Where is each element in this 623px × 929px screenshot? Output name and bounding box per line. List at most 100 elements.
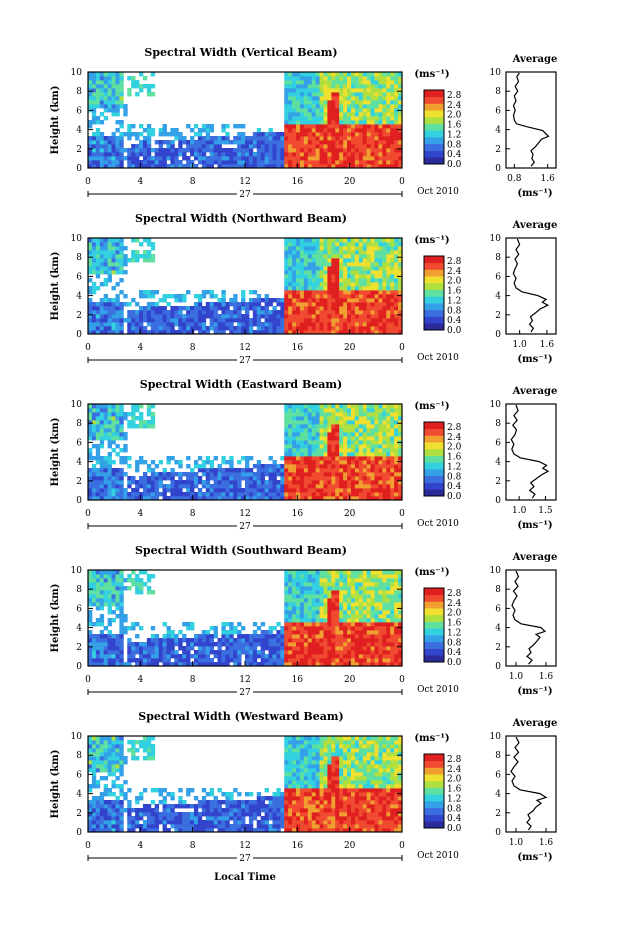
heatmap-cell (370, 100, 375, 105)
heatmap-cell (390, 152, 395, 157)
heatmap-cell (193, 650, 199, 655)
heatmap-cell (323, 132, 328, 137)
heatmap-cell (139, 72, 144, 77)
heatmap-cell (119, 164, 124, 169)
heatmap-cell (398, 290, 403, 295)
heatmap-cell (374, 440, 379, 445)
heatmap-cell (142, 156, 148, 161)
heatmap-cell (193, 132, 199, 137)
heatmap-cell (142, 310, 148, 315)
heatmap-cell (107, 662, 112, 667)
heatmap-cell (296, 582, 301, 587)
heatmap-cell (296, 270, 301, 275)
heatmap-cell (350, 262, 356, 267)
heatmap-cell (299, 306, 305, 311)
heatmap-cell (323, 306, 328, 311)
heatmap-cell (95, 266, 101, 271)
heatmap-cell (390, 120, 395, 125)
heatmap-cell (394, 262, 399, 267)
heatmap-cell (350, 164, 356, 169)
heatmap-cell (378, 136, 383, 141)
heatmap-cell (350, 132, 356, 137)
heatmap-cell (190, 638, 195, 643)
heatmap-cell (111, 96, 116, 101)
x-tick-label: 0 (85, 343, 91, 353)
heatmap-cell (154, 484, 160, 489)
heatmap-cell (311, 574, 317, 579)
heatmap-cell (370, 408, 375, 413)
heatmap-cell (394, 452, 399, 457)
heatmap-cell (88, 72, 93, 77)
heatmap-cell (327, 72, 332, 77)
heatmap-cell (197, 314, 203, 319)
heatmap-cell (111, 262, 116, 267)
heatmap-cell (225, 322, 230, 327)
heatmap-cell (354, 484, 360, 489)
heatmap-cell (264, 156, 269, 161)
heatmap-cell (296, 484, 301, 489)
heatmap-cell (146, 578, 152, 583)
heatmap-cell (303, 638, 309, 643)
heatmap-cell (366, 92, 372, 97)
heatmap-cell (343, 594, 348, 599)
heatmap-cell (170, 314, 175, 319)
heatmap-cell (331, 590, 336, 595)
heatmap-cell (193, 322, 199, 327)
heatmap-cell (398, 282, 403, 287)
colorbar-swatch (424, 269, 444, 277)
heatmap-cell (150, 290, 156, 295)
heatmap-cell (162, 622, 167, 627)
heatmap-cell (299, 326, 305, 331)
heatmap-cell (252, 496, 258, 501)
heatmap-cell (103, 96, 109, 101)
heatmap-cell (319, 448, 324, 453)
heatmap-cell (315, 128, 320, 133)
heatmap-cell (382, 100, 387, 105)
heatmap-cell (339, 480, 344, 485)
heatmap-cell (299, 630, 305, 635)
heatmap-cell (229, 642, 234, 647)
heatmap-cell (319, 610, 324, 615)
heatmap-cell (370, 72, 375, 77)
heatmap-cell (119, 436, 124, 441)
heatmap-cell (354, 136, 360, 141)
heatmap-cell (299, 136, 305, 141)
y-tick-label: 4 (76, 126, 82, 136)
heatmap-cell (331, 492, 336, 497)
heatmap-cell (237, 302, 242, 307)
heatmap-cell (296, 424, 301, 429)
heatmap-cell (260, 148, 266, 153)
heatmap-cell (205, 496, 211, 501)
heatmap-cell (229, 456, 234, 461)
heatmap-cell (315, 88, 320, 93)
heatmap-cell (162, 650, 167, 655)
heatmap-cell (370, 452, 375, 457)
heatmap-cell (205, 144, 211, 149)
profile-y-tick-label: 2 (495, 145, 501, 155)
heatmap-cell (111, 436, 116, 441)
heatmap-cell (319, 412, 324, 417)
heatmap-cell (343, 452, 348, 457)
heatmap-cell (127, 420, 132, 425)
heatmap-cell (170, 128, 175, 133)
heatmap-cell (201, 642, 207, 647)
heatmap-cell (284, 614, 289, 619)
heatmap-cell (292, 124, 297, 129)
heatmap-cell (119, 574, 124, 579)
heatmap-cell (217, 330, 222, 335)
heatmap-cell (303, 578, 309, 583)
heatmap-cell (390, 302, 395, 307)
heatmap-cell (131, 318, 136, 323)
heatmap-cell (264, 464, 269, 469)
heatmap-cell (111, 72, 116, 77)
heatmap-cell (284, 108, 289, 113)
heatmap-cell (339, 72, 344, 77)
heatmap-cell (303, 610, 309, 615)
heatmap-cell (382, 480, 387, 485)
heatmap-cell (174, 472, 179, 477)
heatmap-cell (394, 330, 399, 335)
heatmap-cell (107, 642, 112, 647)
heatmap-cell (343, 108, 348, 113)
heatmap-cell (382, 108, 387, 113)
heatmap-cell (284, 274, 289, 279)
